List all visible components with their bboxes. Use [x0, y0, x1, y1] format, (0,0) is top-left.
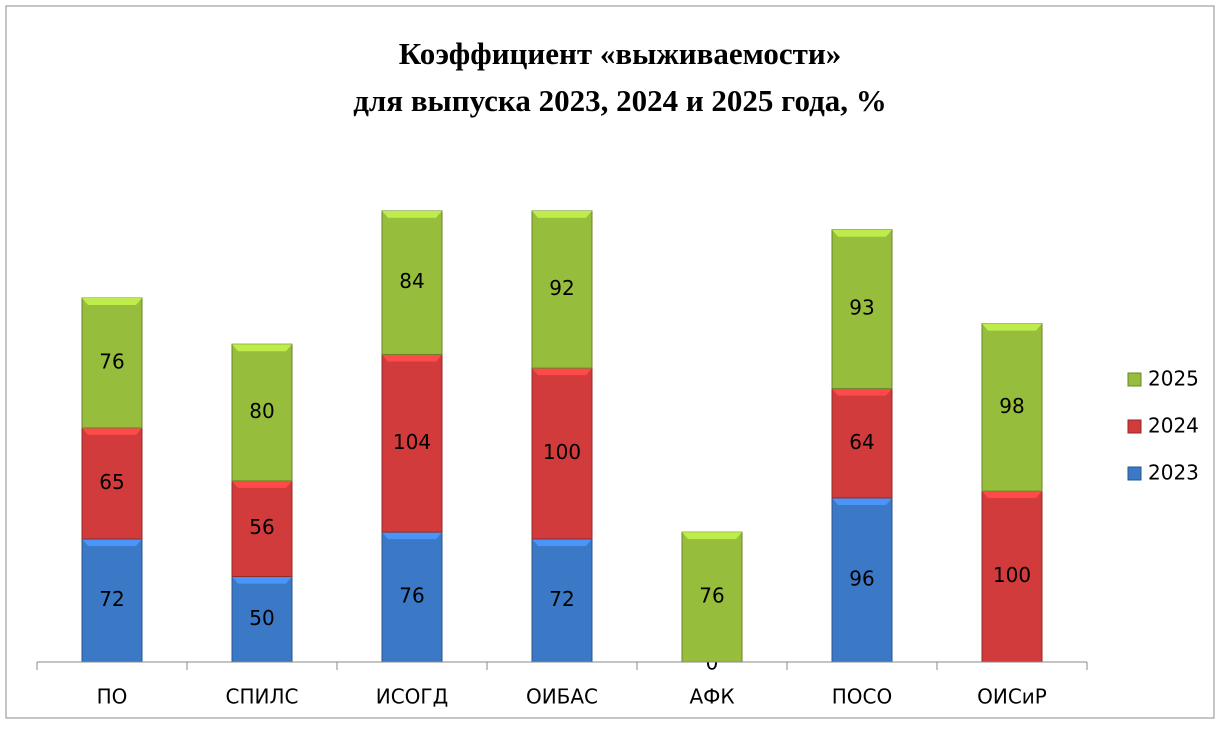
bar-cap — [382, 210, 442, 218]
bar-cap — [832, 497, 892, 505]
bar-segment — [831, 229, 893, 390]
data-label: 84 — [399, 269, 424, 293]
x-tick-label: ОИБАС — [526, 685, 598, 709]
data-label: 96 — [849, 566, 874, 590]
x-tick-label: ИСОГД — [376, 685, 449, 709]
bar-cap — [532, 210, 592, 218]
data-label: 98 — [999, 394, 1024, 418]
chart-title: Коэффициент «выживаемости» — [399, 36, 841, 71]
bar-cap — [532, 538, 592, 546]
bar-cap — [682, 532, 742, 540]
data-label: 93 — [849, 296, 874, 320]
bar-segment — [381, 353, 443, 533]
legend-swatch — [1127, 419, 1142, 434]
bar-segment — [531, 210, 593, 369]
data-label: 56 — [249, 515, 274, 539]
data-label: 76 — [699, 584, 724, 608]
bar-segment — [231, 480, 293, 578]
bar-cap — [232, 344, 292, 352]
bar-segment — [231, 343, 293, 482]
legend-swatch — [1127, 372, 1142, 387]
legend-label: 2023 — [1148, 461, 1199, 485]
data-label: 72 — [99, 587, 124, 611]
bar-cap — [232, 576, 292, 584]
bar-cap — [982, 491, 1042, 499]
data-label: 76 — [99, 349, 124, 373]
data-label: 64 — [849, 430, 874, 454]
data-label: 92 — [549, 276, 574, 300]
data-label: 100 — [993, 563, 1031, 587]
bar-cap — [82, 298, 142, 306]
data-label: 50 — [249, 606, 274, 630]
bar-cap — [982, 323, 1042, 331]
bar-cap — [532, 368, 592, 376]
data-label: 76 — [399, 584, 424, 608]
bar-segment — [531, 367, 593, 540]
data-label: 100 — [543, 440, 581, 464]
data-label: 80 — [249, 399, 274, 423]
bar-segment — [81, 297, 143, 429]
bar-segment — [81, 538, 143, 663]
x-tick-label: СПИЛС — [226, 685, 299, 709]
bar-segment — [831, 388, 893, 499]
legend-label: 2025 — [1148, 367, 1199, 391]
bar-segment — [681, 531, 743, 663]
bar-segment — [231, 576, 293, 663]
x-tick-label: ПО — [97, 685, 128, 709]
x-tick-label: ПОСО — [832, 685, 893, 709]
bar-segment — [981, 323, 1043, 492]
bar-cap — [82, 427, 142, 435]
bar-cap — [832, 229, 892, 237]
bar-cap — [832, 388, 892, 396]
data-label: 104 — [393, 430, 431, 454]
bar-cap — [232, 480, 292, 488]
chart-title: для выпуска 2023, 2024 и 2025 года, % — [353, 83, 887, 118]
bar-cap — [82, 538, 142, 546]
x-tick-label: ОИСиР — [977, 685, 1047, 709]
bar-cap — [382, 532, 442, 540]
legend-label: 2024 — [1148, 414, 1199, 438]
data-label: 65 — [99, 470, 124, 494]
bar-segment — [981, 490, 1043, 663]
data-label: 72 — [549, 587, 574, 611]
bar-cap — [382, 354, 442, 362]
legend-swatch — [1127, 466, 1142, 481]
x-tick-label: АФК — [689, 685, 734, 709]
